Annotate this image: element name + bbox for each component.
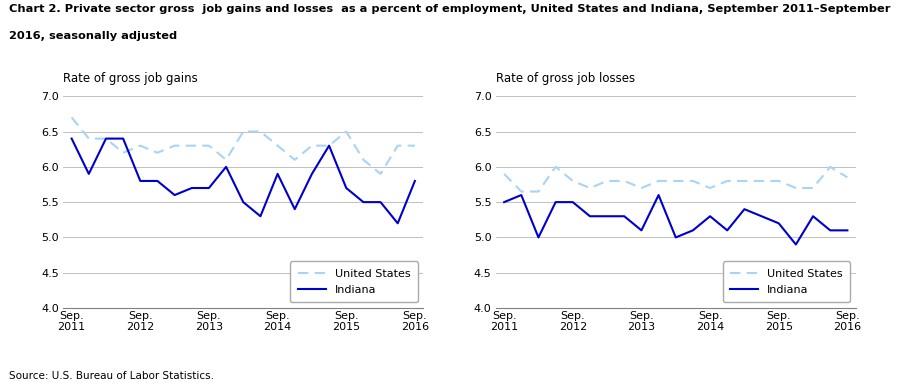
Text: Source: U.S. Bureau of Labor Statistics.: Source: U.S. Bureau of Labor Statistics. — [9, 371, 214, 381]
Text: 2016, seasonally adjusted: 2016, seasonally adjusted — [9, 31, 177, 41]
Text: Rate of gross job losses: Rate of gross job losses — [496, 72, 634, 85]
Legend: United States, Indiana: United States, Indiana — [723, 261, 851, 303]
Legend: United States, Indiana: United States, Indiana — [290, 261, 418, 303]
Text: Chart 2. Private sector gross  job gains and losses  as a percent of employment,: Chart 2. Private sector gross job gains … — [9, 4, 890, 14]
Text: Rate of gross job gains: Rate of gross job gains — [63, 72, 198, 85]
